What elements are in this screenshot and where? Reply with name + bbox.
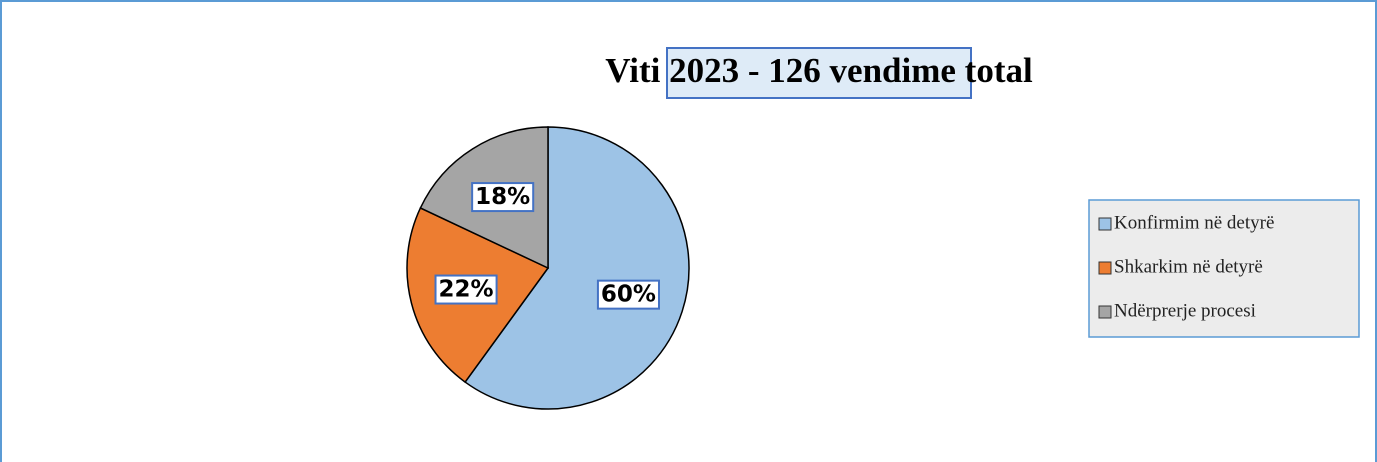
chart-title: Viti 2023 - 126 vendime total	[605, 51, 1033, 90]
data-label-box	[434, 274, 498, 305]
data-label-box	[471, 182, 535, 213]
legend-swatch	[1098, 217, 1112, 231]
legend-swatch	[1098, 261, 1112, 275]
pie-slice	[464, 126, 690, 410]
legend-swatch	[1098, 305, 1112, 319]
legend-box	[1088, 199, 1360, 338]
title-box	[666, 47, 972, 99]
legend-label: Shkarkim në detyrë	[1114, 256, 1263, 277]
data-label: 18%	[475, 184, 530, 210]
legend-label: Ndërprerje procesi	[1114, 300, 1256, 321]
data-label: 60%	[601, 282, 656, 308]
legend-label: Konfirmim në detyrë	[1114, 212, 1274, 233]
data-label-box	[596, 279, 660, 310]
data-label: 22%	[439, 277, 494, 303]
